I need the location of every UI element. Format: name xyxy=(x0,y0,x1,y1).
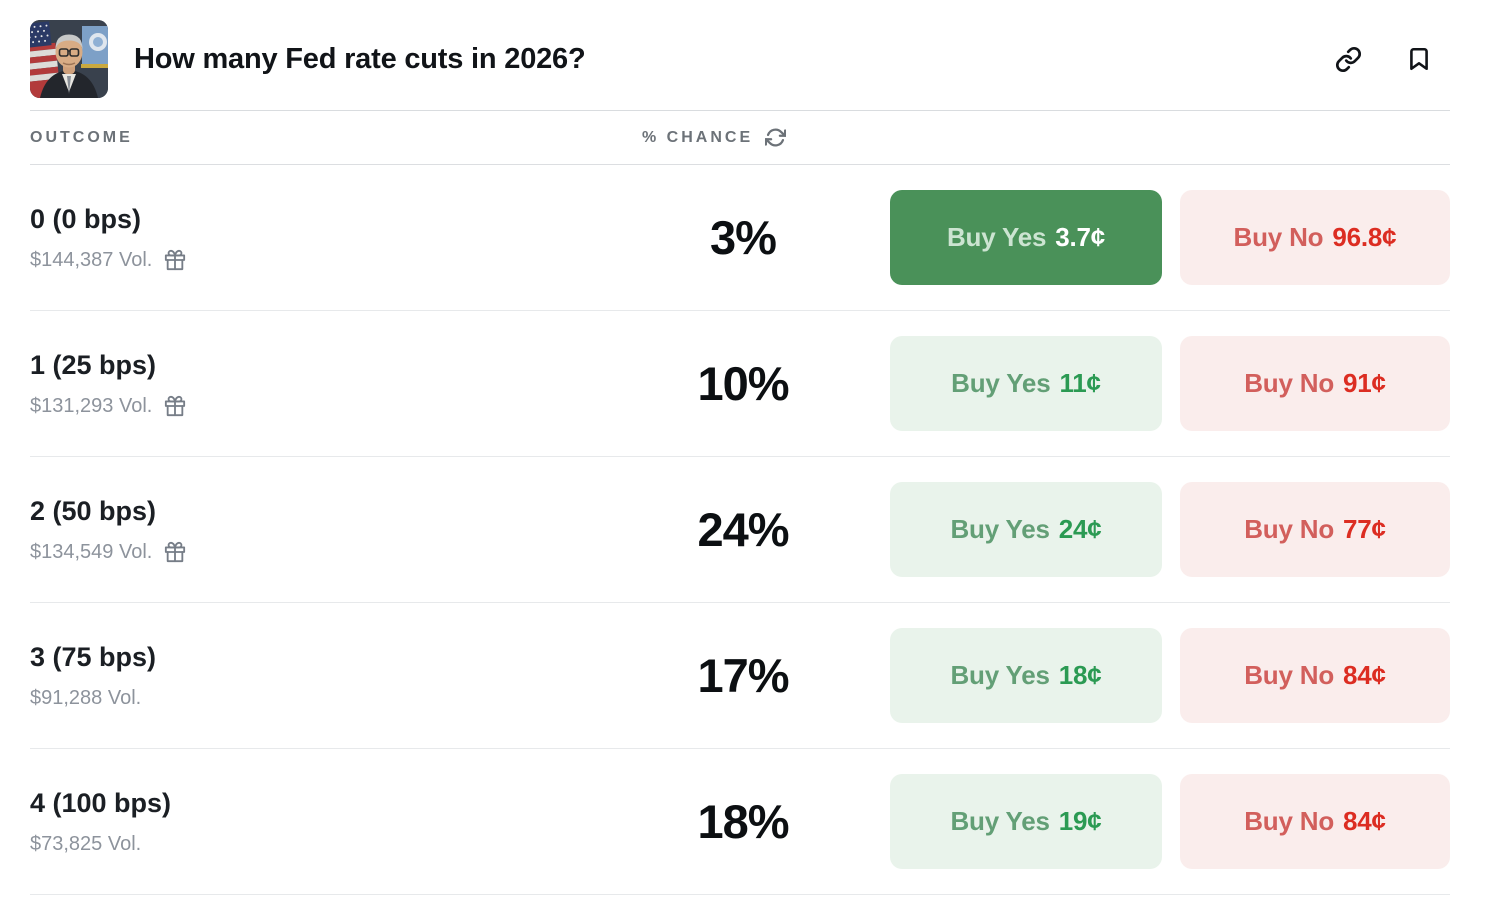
buy-no-button[interactable]: Buy No 91¢ xyxy=(1180,336,1450,431)
table-row[interactable]: 1 (25 bps) $131,293 Vol. xyxy=(30,311,1450,457)
buy-no-price: 84¢ xyxy=(1343,806,1386,836)
buy-no-button[interactable]: Buy No 96.8¢ xyxy=(1180,190,1450,285)
buy-no-price: 84¢ xyxy=(1343,660,1386,690)
buy-yes-price: 3.7¢ xyxy=(1055,222,1106,252)
link-icon xyxy=(1335,46,1362,72)
gift-icon xyxy=(164,395,186,417)
market-header: How many Fed rate cuts in 2026? xyxy=(30,0,1450,98)
buy-no-label: Buy No xyxy=(1244,368,1335,398)
chance-value: 10% xyxy=(697,357,789,410)
volume-text: $131,293 Vol. xyxy=(30,394,153,417)
outcome-volume: $73,825 Vol. xyxy=(30,833,624,856)
market-page: How many Fed rate cuts in 2026? OUTCOME … xyxy=(30,0,1450,895)
buy-yes-label: Buy Yes xyxy=(951,368,1051,398)
buy-yes-button[interactable]: Buy Yes 18¢ xyxy=(890,628,1162,723)
table-header: OUTCOME % CHANCE xyxy=(30,110,1450,165)
outcome-name: 2 (50 bps) xyxy=(30,495,157,526)
market-avatar xyxy=(30,20,108,98)
outcome-volume: $131,293 Vol. xyxy=(30,395,624,418)
buy-no-price: 91¢ xyxy=(1343,368,1386,398)
buy-no-label: Buy No xyxy=(1244,514,1335,544)
buy-yes-label: Buy Yes xyxy=(950,660,1050,690)
volume-text: $91,288 Vol. xyxy=(30,686,142,709)
outcome-name: 0 (0 bps) xyxy=(30,203,142,234)
chance-value: 24% xyxy=(697,503,789,556)
buy-no-label: Buy No xyxy=(1244,660,1335,690)
chance-value: 3% xyxy=(710,211,777,264)
volume-text: $144,387 Vol. xyxy=(30,248,153,271)
buy-yes-button[interactable]: Buy Yes 19¢ xyxy=(890,774,1162,869)
buy-yes-price: 24¢ xyxy=(1058,514,1102,544)
outcome-volume: $134,549 Vol. xyxy=(30,541,624,564)
buy-yes-price: 11¢ xyxy=(1059,368,1101,398)
chance-column-label: % CHANCE xyxy=(642,128,754,146)
bookmark-icon xyxy=(1410,47,1428,71)
buy-yes-label: Buy Yes xyxy=(950,514,1050,544)
chance-value: 17% xyxy=(697,649,789,702)
outcome-cell: 0 (0 bps) $144,387 Vol. xyxy=(30,190,624,285)
chance-value: 18% xyxy=(697,795,789,848)
buy-no-button[interactable]: Buy No 77¢ xyxy=(1180,482,1450,577)
powell-portrait-illustration xyxy=(30,20,108,98)
buy-yes-button[interactable]: Buy Yes 11¢ xyxy=(890,336,1162,431)
outcome-name: 4 (100 bps) xyxy=(30,787,172,818)
table-row[interactable]: 2 (50 bps) $134,549 Vol. xyxy=(30,457,1450,603)
table-row[interactable]: 0 (0 bps) $144,387 Vol. xyxy=(30,165,1450,311)
buy-no-label: Buy No xyxy=(1233,222,1324,252)
gift-icon xyxy=(164,541,186,563)
outcome-cell: 4 (100 bps) $73,825 Vol. xyxy=(30,774,624,869)
buy-yes-label: Buy Yes xyxy=(950,806,1050,836)
page-title: How many Fed rate cuts in 2026? xyxy=(134,42,586,75)
outcome-name: 1 (25 bps) xyxy=(30,349,157,380)
outcomes-list: 0 (0 bps) $144,387 Vol. xyxy=(30,165,1450,895)
buy-yes-label: Buy Yes xyxy=(946,222,1047,252)
buy-no-button[interactable]: Buy No 84¢ xyxy=(1180,774,1450,869)
buy-no-label: Buy No xyxy=(1244,806,1335,836)
refresh-prices-button[interactable] xyxy=(765,127,787,148)
table-row[interactable]: 4 (100 bps) $73,825 Vol. xyxy=(30,749,1450,895)
outcome-cell: 1 (25 bps) $131,293 Vol. xyxy=(30,336,624,431)
bookmark-button[interactable] xyxy=(1406,46,1432,72)
header-actions xyxy=(1335,46,1432,73)
outcome-name: 3 (75 bps) xyxy=(30,641,157,672)
outcome-volume: $144,387 Vol. xyxy=(30,249,624,272)
gift-icon xyxy=(164,249,186,271)
buy-yes-button[interactable]: Buy Yes 3.7¢ xyxy=(890,190,1162,285)
volume-text: $73,825 Vol. xyxy=(30,832,142,855)
outcome-column-header: OUTCOME xyxy=(30,128,133,146)
outcome-volume: $91,288 Vol. xyxy=(30,687,624,710)
outcome-cell: 2 (50 bps) $134,549 Vol. xyxy=(30,482,624,577)
buy-no-price: 96.8¢ xyxy=(1332,222,1397,252)
buy-yes-price: 18¢ xyxy=(1058,660,1102,690)
chance-column-header: % CHANCE xyxy=(642,127,872,148)
buy-yes-price: 19¢ xyxy=(1058,806,1102,836)
table-row[interactable]: 3 (75 bps) $91,288 Vol. xyxy=(30,603,1450,749)
refresh-icon xyxy=(765,128,787,147)
buy-yes-button[interactable]: Buy Yes 24¢ xyxy=(890,482,1162,577)
buy-no-button[interactable]: Buy No 84¢ xyxy=(1180,628,1450,723)
copy-link-button[interactable] xyxy=(1335,46,1362,73)
buy-no-price: 77¢ xyxy=(1343,514,1386,544)
outcome-cell: 3 (75 bps) $91,288 Vol. xyxy=(30,628,624,723)
volume-text: $134,549 Vol. xyxy=(30,540,153,563)
